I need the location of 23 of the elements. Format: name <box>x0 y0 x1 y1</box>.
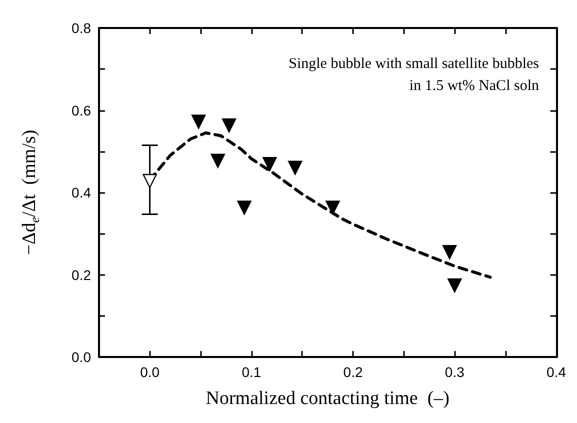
point <box>448 278 462 293</box>
annotation: Single bubble with small satellite bubbles in 1.5 wt% NaCl soln <box>288 56 540 94</box>
point <box>210 154 225 168</box>
x-tick-label: 0.1 <box>242 364 262 380</box>
x-tick-label: 0.2 <box>343 364 363 380</box>
y-tick-label: 0.2 <box>72 266 92 283</box>
y-axis-title: −Δde/Δt (mm/s) <box>19 130 42 256</box>
y-tick-label: 0.8 <box>72 20 92 36</box>
point <box>237 200 252 215</box>
x-tick-label: 0.3 <box>444 364 465 380</box>
y-tick-label: 0.0 <box>72 349 92 365</box>
point <box>326 200 340 215</box>
point <box>442 245 457 260</box>
x-tick-label: 0.4 <box>546 364 566 380</box>
point <box>262 157 277 172</box>
point <box>142 174 157 188</box>
y-tick-label: 0.6 <box>72 102 92 118</box>
point <box>191 114 206 129</box>
x-tick-label: 0.0 <box>140 364 160 380</box>
y-tick-label: 0.4 <box>72 184 92 200</box>
point <box>288 160 302 175</box>
point <box>222 118 236 133</box>
x-axis-title: Normalized contacting time (–) <box>206 388 450 409</box>
